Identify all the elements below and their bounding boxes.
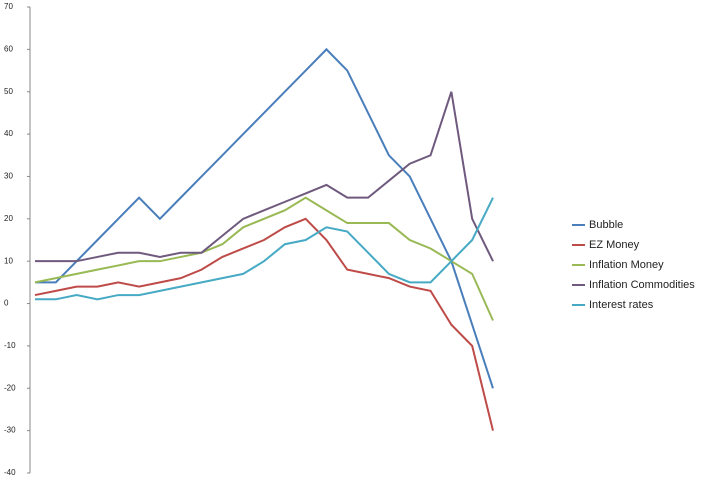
series-line xyxy=(34,217,494,431)
y-tick-label: -10 xyxy=(4,341,16,350)
y-tick-label: 50 xyxy=(4,87,13,96)
y-tick-label: 30 xyxy=(4,172,13,181)
legend-label: Interest rates xyxy=(589,299,654,311)
series-line xyxy=(34,196,494,321)
y-tick-label: 0 xyxy=(4,299,9,308)
y-tick-label: 60 xyxy=(4,44,13,53)
legend-label: EZ Money xyxy=(589,239,640,251)
y-tick-label: 70 xyxy=(4,2,13,11)
y-tick-label: 40 xyxy=(4,129,13,138)
y-tick-label: -20 xyxy=(4,383,16,392)
legend-label: Bubble xyxy=(589,219,623,231)
series-line xyxy=(35,47,494,389)
legend-label: Inflation Commodities xyxy=(589,279,695,291)
series-line xyxy=(35,197,494,301)
series-line xyxy=(35,91,494,263)
legend-label: Inflation Money xyxy=(589,259,664,271)
y-tick-label: -30 xyxy=(4,426,16,435)
y-tick-label: 20 xyxy=(4,214,13,223)
y-tick-label: 10 xyxy=(4,256,13,265)
y-tick-label: -40 xyxy=(4,468,16,477)
